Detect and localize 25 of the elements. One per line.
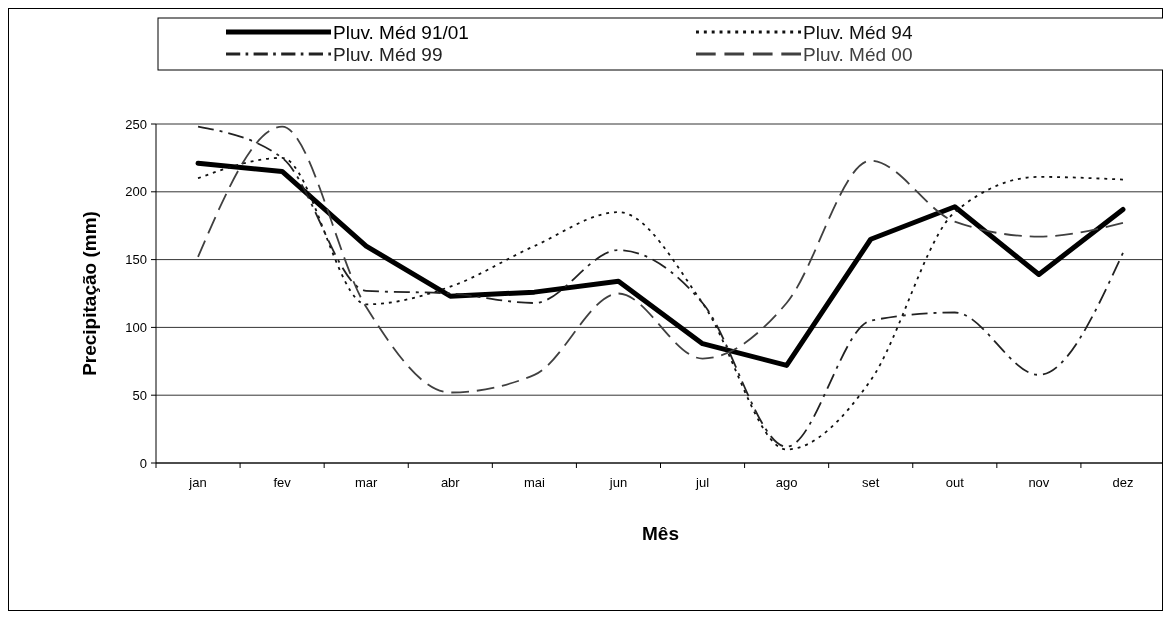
text: Pluv. Méd 99 — [333, 43, 443, 65]
y-tick-label: 150 — [125, 252, 147, 268]
text: Pluv. Méd 94 — [803, 21, 913, 43]
x-tick-label: set — [862, 475, 880, 490]
x-tick-label: jul — [695, 475, 710, 490]
y-axis-title: Precipitação (mm) — [79, 211, 100, 376]
y-tick-label: 100 — [125, 319, 147, 335]
text: Pluv. Méd 00 — [803, 43, 913, 65]
line-series — [197, 125, 1124, 394]
y-tick-label: 50 — [132, 387, 147, 403]
x-tick-label: jan — [188, 475, 207, 490]
y-tick-label: 0 — [139, 455, 147, 471]
x-tick-label: mai — [523, 475, 545, 490]
x-tick-label: fev — [273, 475, 292, 490]
y-tick-label: 200 — [125, 184, 147, 200]
x-axis-title: Mês — [642, 523, 679, 544]
y-tick-label: 250 — [125, 116, 147, 132]
x-tick-label: mar — [355, 475, 379, 490]
x-tick-label: jun — [608, 475, 628, 490]
text: Pluv. Méd 91/01 — [333, 21, 469, 43]
x-tick-label: out — [945, 475, 965, 490]
x-tick-label: abr — [440, 475, 461, 490]
x-tick-label: nov — [1028, 475, 1050, 490]
x-tick-label: ago — [775, 475, 798, 490]
x-tick-label: dez — [1112, 475, 1134, 490]
